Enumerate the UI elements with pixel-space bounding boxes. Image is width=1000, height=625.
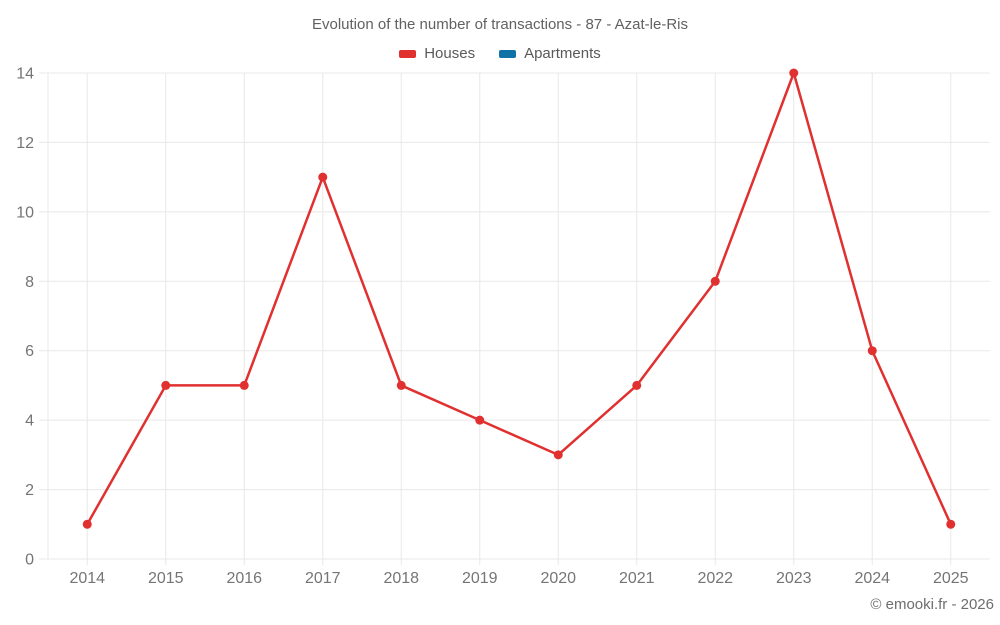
houses-point-2018[interactable]	[396, 380, 406, 390]
x-tick-label-2025: 2025	[933, 570, 969, 587]
x-tick-label-2024: 2024	[854, 570, 890, 587]
y-tick-label-8: 8	[25, 274, 34, 291]
y-tick-label-6: 6	[25, 343, 34, 360]
houses-point-2017[interactable]	[318, 172, 328, 182]
apartments-legend-swatch	[499, 49, 517, 58]
x-tick-label-2016: 2016	[226, 570, 262, 587]
houses-point-2021[interactable]	[632, 380, 642, 390]
x-tick-label-2015: 2015	[148, 570, 184, 587]
legend-item-houses[interactable]: Houses	[399, 45, 475, 62]
x-tick-label-2017: 2017	[305, 570, 341, 587]
houses-point-2014[interactable]	[82, 519, 92, 529]
y-tick-label-14: 14	[16, 66, 34, 83]
y-tick-label-2: 2	[25, 482, 34, 499]
houses-point-2024[interactable]	[867, 346, 877, 356]
houses-legend-swatch	[399, 49, 417, 58]
houses-point-2019[interactable]	[475, 415, 485, 425]
legend-item-apartments[interactable]: Apartments	[499, 45, 601, 62]
houses-point-2023[interactable]	[789, 68, 799, 78]
houses-line	[86, 71, 952, 526]
houses-point-2025[interactable]	[946, 519, 956, 529]
houses-point-2022[interactable]	[710, 276, 720, 286]
x-tick-label-2014: 2014	[69, 570, 105, 587]
y-tick-label-0: 0	[25, 552, 34, 569]
x-tick-label-2023: 2023	[776, 570, 812, 587]
y-tick-label-10: 10	[16, 204, 34, 221]
x-tick-label-2018: 2018	[383, 570, 419, 587]
line-chart-plot: 0 2 4 6 8 10 12 14 2014 2015 2016 2017 2018 2019 2020 2…	[16, 66, 990, 587]
houses-point-2015[interactable]	[161, 380, 171, 390]
x-tick-label-2020: 2020	[540, 570, 576, 587]
chart-legend: Houses Apartments	[0, 45, 1000, 62]
y-tick-label-4: 4	[25, 413, 34, 430]
chart-title: Evolution of the number of transactions …	[311, 16, 688, 33]
houses-point-2020[interactable]	[553, 450, 563, 460]
x-tick-label-2019: 2019	[462, 570, 498, 587]
y-tick-label-12: 12	[16, 135, 34, 152]
houses-point-2016[interactable]	[239, 380, 249, 390]
apartments-legend-label: Apartments	[524, 45, 601, 62]
houses-legend-label: Houses	[424, 45, 476, 62]
x-tick-label-2021: 2021	[619, 570, 655, 587]
x-tick-label-2022: 2022	[697, 570, 733, 587]
watermark: © emooki.fr - 2026	[870, 596, 994, 613]
